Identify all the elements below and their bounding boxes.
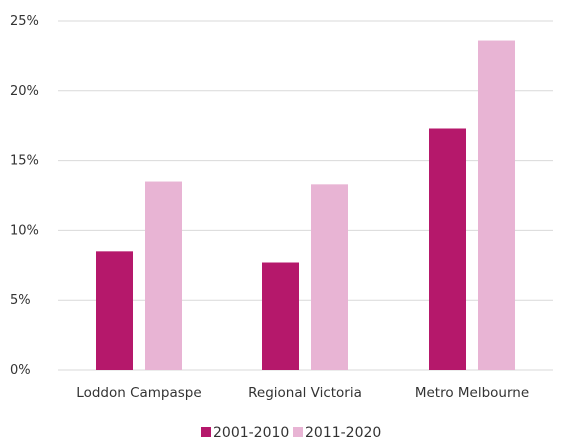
y-tick-label: 20%: [10, 84, 39, 99]
x-category-label: Metro Melbourne: [415, 385, 529, 401]
bar-2001-2010-metro-melbourne: [429, 128, 466, 370]
y-tick-label: 10%: [10, 223, 39, 238]
x-axis-labels: Loddon Campaspe Regional Victoria Metro Me…: [76, 385, 529, 401]
y-tick-label: 25%: [10, 14, 39, 29]
bar-2001-2010-regional-victoria: [262, 262, 299, 370]
legend-label: 2001-2010: [213, 425, 289, 441]
x-category-label: Regional Victoria: [248, 385, 362, 401]
y-tick-label: 15%: [10, 154, 39, 169]
bars: [96, 40, 515, 370]
legend-swatch: [293, 427, 303, 437]
legend-label: 2011-2020: [305, 425, 381, 441]
y-tick-label: 0%: [10, 363, 31, 378]
bar-2011-2020-metro-melbourne: [478, 40, 515, 370]
y-tick-label: 5%: [10, 293, 31, 308]
gridlines: [58, 20, 553, 371]
legend: 2001-2010 2011-2020: [201, 425, 381, 441]
bar-2001-2010-loddon-campaspe: [96, 251, 133, 370]
bar-2011-2020-regional-victoria: [311, 184, 348, 370]
bar-2011-2020-loddon-campaspe: [145, 181, 182, 370]
legend-swatch: [201, 427, 211, 437]
x-category-label: Loddon Campaspe: [76, 385, 201, 401]
y-axis-ticks: 0% 5% 10% 15% 20% 25%: [10, 14, 39, 378]
